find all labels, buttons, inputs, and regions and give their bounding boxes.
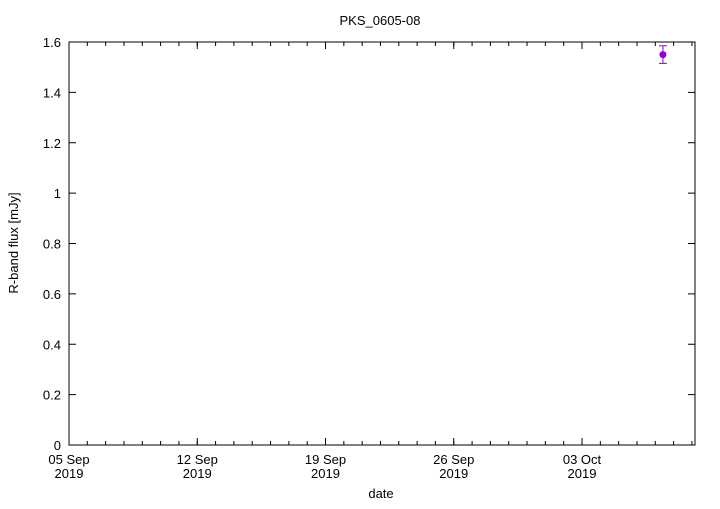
x-axis-label: date xyxy=(368,486,393,501)
data-point xyxy=(659,51,667,59)
y-tick-label: 0.4 xyxy=(43,337,61,352)
x-tick-year-label: 2019 xyxy=(439,466,468,481)
data-marks xyxy=(658,45,667,64)
y-tick-label: 1 xyxy=(54,186,61,201)
x-tick-year-label: 2019 xyxy=(183,466,212,481)
x-tick-label: 05 Sep xyxy=(48,452,89,467)
x-tick-year-label: 2019 xyxy=(55,466,84,481)
chart-title: PKS_0605-08 xyxy=(340,13,421,28)
y-axis-label: R-band flux [mJy] xyxy=(6,192,21,293)
x-tick-year-label: 2019 xyxy=(311,466,340,481)
plot-frame xyxy=(68,41,696,446)
y-tick-label: 0.6 xyxy=(43,287,61,302)
x-tick-year-label: 2019 xyxy=(568,466,597,481)
x-tick-label: 19 Sep xyxy=(305,452,346,467)
y-tick-label: 1.6 xyxy=(43,35,61,50)
x-tick-label: 26 Sep xyxy=(433,452,474,467)
y-tick-label: 0.8 xyxy=(43,237,61,252)
x-tick-label: 03 Oct xyxy=(563,452,602,467)
y-tick-label: 1.2 xyxy=(43,136,61,151)
y-tick-label: 0.2 xyxy=(43,388,61,403)
x-tick-label: 12 Sep xyxy=(177,452,218,467)
y-tick-label: 1.4 xyxy=(43,85,61,100)
y-tick-label: 0 xyxy=(54,438,61,453)
